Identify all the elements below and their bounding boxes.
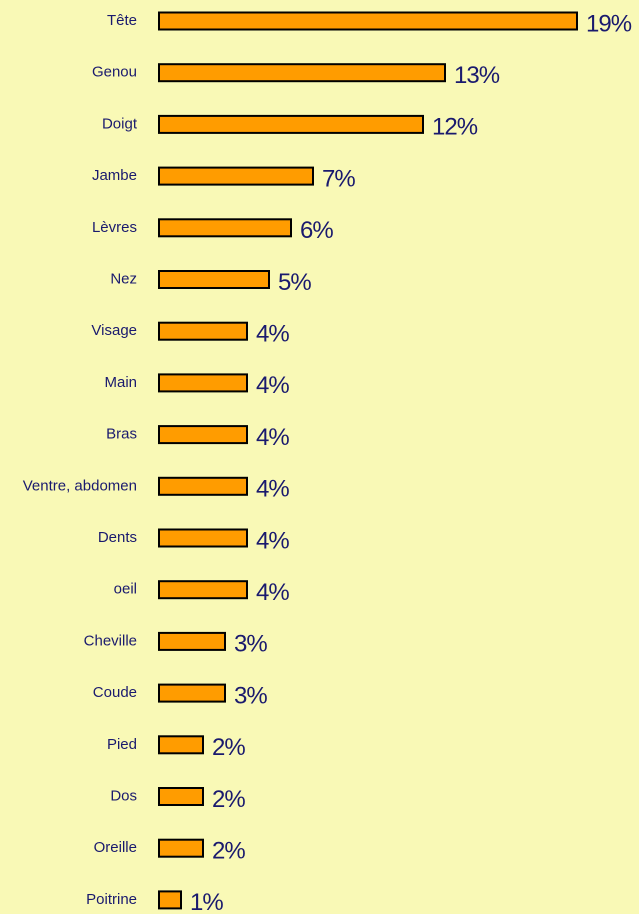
category-label: Coude <box>93 684 137 701</box>
bar <box>158 787 204 806</box>
category-label: Ventre, abdomen <box>23 477 137 494</box>
category-label: Pied <box>107 736 137 753</box>
bar <box>158 425 248 445</box>
bar <box>158 11 578 31</box>
value-label: 1% <box>190 889 223 914</box>
bar <box>158 735 204 755</box>
value-label: 2% <box>212 786 245 813</box>
category-label: Poitrine <box>86 891 137 908</box>
value-label: 19% <box>586 10 632 37</box>
bar <box>158 321 248 341</box>
category-label: Tête <box>107 12 137 29</box>
value-label: 4% <box>256 579 289 606</box>
value-label: 13% <box>454 62 500 89</box>
bar <box>158 270 270 289</box>
bar <box>158 114 424 134</box>
category-label: Visage <box>91 322 137 339</box>
bar <box>158 838 204 858</box>
category-label: Doigt <box>102 115 138 132</box>
value-label: 4% <box>256 372 289 399</box>
bar <box>158 63 446 83</box>
bar <box>158 631 226 651</box>
bar <box>158 218 292 238</box>
bar <box>158 476 248 496</box>
category-label: Bras <box>106 426 137 443</box>
bar <box>158 890 182 910</box>
bar <box>158 580 248 600</box>
category-label: Genou <box>92 64 137 81</box>
category-label: Dents <box>98 529 137 546</box>
bar <box>158 166 314 186</box>
value-label: 6% <box>300 217 333 244</box>
category-label: oeil <box>114 581 137 598</box>
value-label: 4% <box>256 424 289 451</box>
value-label: 3% <box>234 682 267 709</box>
category-label: Oreille <box>94 839 137 856</box>
category-label: Jambe <box>92 167 137 184</box>
category-label: Dos <box>110 787 137 804</box>
bar <box>158 683 226 703</box>
bar <box>158 373 248 393</box>
value-label: 12% <box>432 114 478 141</box>
value-label: 4% <box>256 476 289 503</box>
value-label: 5% <box>278 269 311 296</box>
category-label: Lèvres <box>92 219 137 236</box>
value-label: 4% <box>256 527 289 554</box>
value-label: 7% <box>322 165 355 192</box>
value-label: 3% <box>234 631 267 658</box>
value-label: 2% <box>212 734 245 761</box>
bar <box>158 528 248 548</box>
category-label: Main <box>104 374 137 391</box>
category-label: Nez <box>110 270 137 287</box>
value-label: 4% <box>256 321 289 348</box>
category-label: Cheville <box>84 632 137 649</box>
value-label: 2% <box>212 838 245 865</box>
